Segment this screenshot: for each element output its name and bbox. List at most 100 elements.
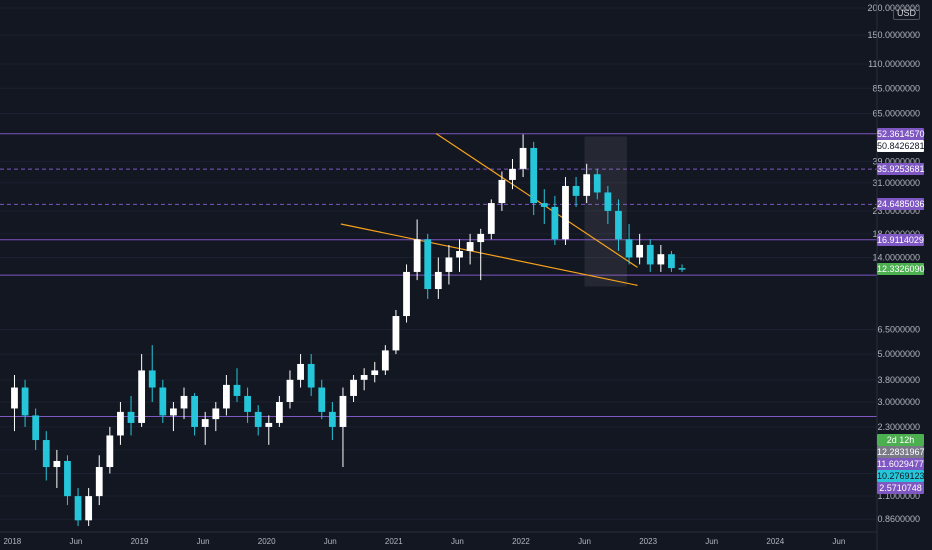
x-tick-label: Jun [69,537,82,546]
candle-body [32,415,40,441]
candle-body [286,379,294,402]
candle-body [519,147,527,169]
candle-body [668,254,675,269]
x-tick-label: 2023 [639,537,657,546]
price-label: 24.6485036 [877,198,925,211]
candle-body [180,395,188,409]
candle-body [148,370,156,388]
candle-body [350,379,357,396]
x-tick-label: 2020 [258,537,276,546]
x-tick-label: Jun [832,537,845,546]
candle-body [445,257,453,272]
candle-body [466,242,474,252]
price-label: 10.2769123 [877,470,925,483]
candle-body [392,316,400,351]
candle-body [265,422,273,427]
y-tick-label: 23.0000000 [872,206,920,216]
candle-body [212,408,220,420]
x-tick-label: 2018 [3,537,21,546]
x-tick-label: Jun [578,537,591,546]
candle-body [657,254,665,265]
price-label: 12.2831967 [877,446,925,459]
candle-body [540,203,548,207]
candle-body [307,363,315,388]
price-label: 12.3326090 [877,263,925,276]
candle-body [413,239,421,272]
candle-body [477,233,485,243]
price-label: 35.9253681 [877,163,925,176]
candle-body [275,401,283,423]
x-tick-label: Jun [197,537,210,546]
candle-body [530,147,538,204]
y-tick-label: 3.8000000 [877,375,920,385]
candle-body [85,496,93,521]
candle-body [233,384,241,396]
candle-body [381,350,389,371]
candle-body [328,411,336,427]
candle-body [106,435,114,468]
candle-body [297,363,304,380]
x-tick-label: 2019 [131,537,149,546]
y-tick-label: 65.0000000 [872,108,920,118]
grid [0,7,877,520]
y-tick-label: 1.1000000 [877,491,920,501]
price-label: 52.3614570 [877,127,925,140]
candle-body [498,179,506,204]
candle-body [456,251,463,258]
candle-body [64,460,71,497]
candle-body [593,174,601,193]
candle-body [318,387,326,412]
candle-body [646,244,654,265]
candle-body [403,271,410,317]
candle-body [371,370,379,376]
y-tick-label: 39.0000000 [872,156,920,166]
candle-body [615,210,622,240]
candle-body [138,370,146,423]
candle-body [170,408,177,416]
price-label: 2d 12h [877,434,924,447]
candle-body [201,419,209,427]
candle-body [42,440,50,468]
currency-badge[interactable]: USD [892,6,920,20]
candle-body [509,168,516,180]
candle-body [604,192,612,211]
price-label: 16.9114029 [877,233,924,246]
candle-body [254,411,262,427]
candle-body [551,206,559,240]
candle-body [360,375,368,380]
candle-body [74,496,82,521]
price-label: 11.6029477 [877,458,924,471]
candle-body [11,387,18,409]
candle-body [424,239,432,290]
price-label: 2.5710748 [877,482,924,495]
y-tick-label: 85.0000000 [872,83,920,93]
candle-body [191,395,199,427]
y-tick-label: 3.0000000 [877,397,920,407]
x-tick-label: 2021 [385,537,403,546]
y-tick-label: 110.0000000 [868,59,920,69]
y-tick-label: 0.8600000 [877,514,920,524]
candle-body [223,384,230,409]
wedge-lower-line [340,223,638,286]
x-tick-label: Jun [705,537,718,546]
candle-body [572,185,580,196]
candle-body [583,174,591,196]
candle-body [678,268,686,270]
candle-body [636,244,644,258]
y-tick-label: 2.3000000 [877,422,920,432]
x-tick-label: 2022 [512,537,530,546]
y-tick-label: 6.5000000 [877,324,920,334]
candle-body [625,239,633,258]
candle-body [487,203,495,234]
x-tick-label: 2024 [766,537,784,546]
candle-body [562,185,569,240]
y-tick-label: 5.0000000 [877,349,920,359]
y-tick-label: 150.0000000 [867,30,920,40]
y-tick-label: 31.0000000 [872,178,920,188]
candle-body [95,467,103,497]
candle-body [159,387,167,416]
candle-body [244,395,251,412]
y-tick-label: 14.0000000 [872,252,920,262]
